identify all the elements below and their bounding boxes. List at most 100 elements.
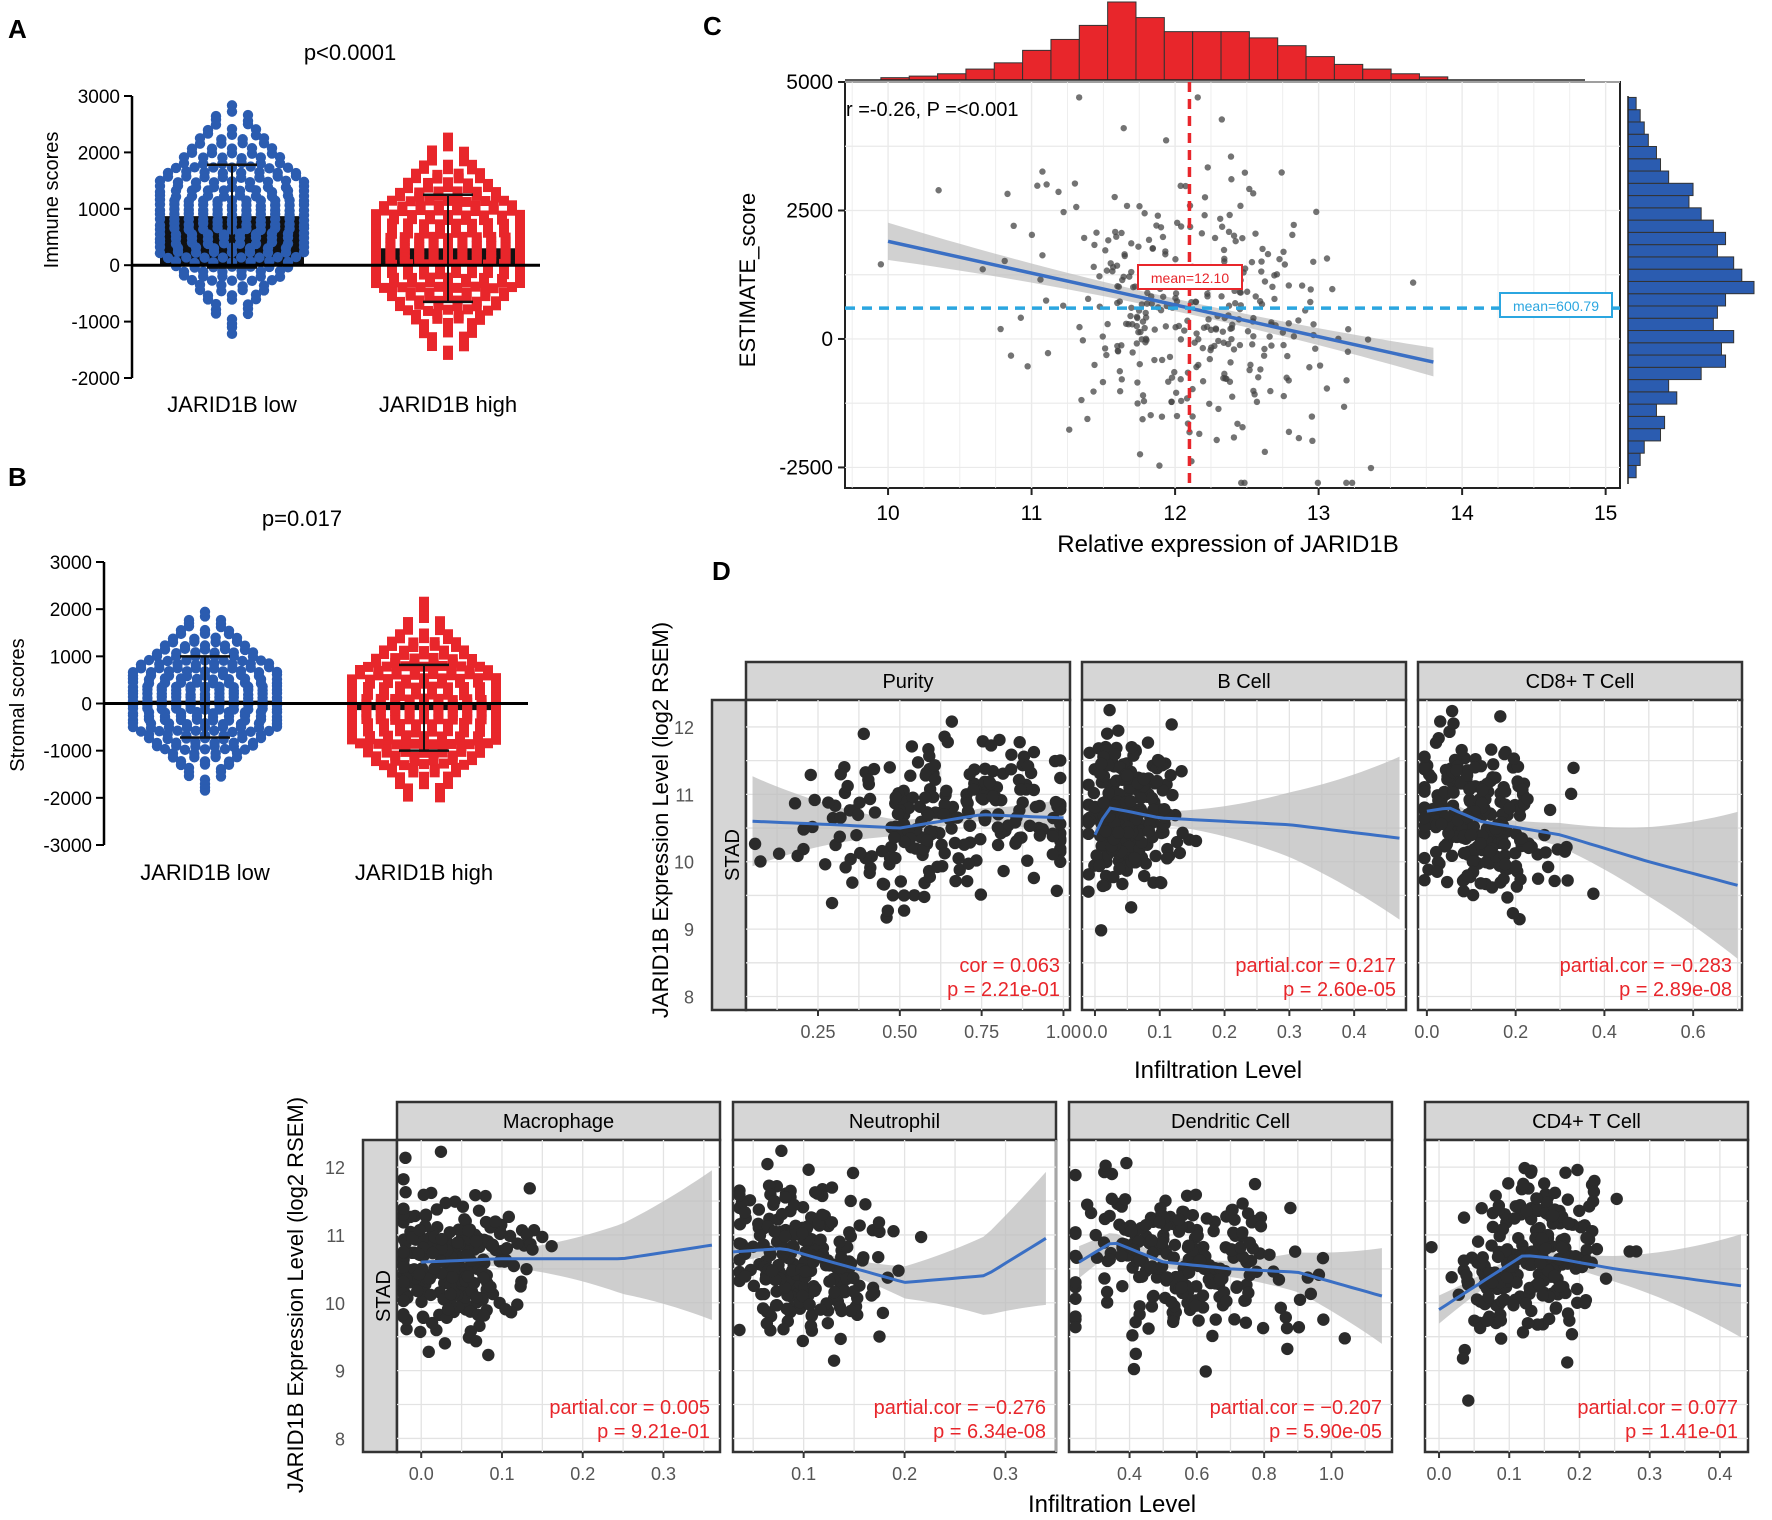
data-point bbox=[1134, 400, 1141, 407]
data-point bbox=[1158, 413, 1166, 420]
data-point bbox=[217, 666, 229, 677]
data-point bbox=[1548, 874, 1561, 888]
data-point bbox=[1100, 1296, 1114, 1309]
data-point bbox=[246, 143, 258, 154]
data-point bbox=[347, 674, 357, 685]
data-point bbox=[1012, 773, 1026, 787]
data-point bbox=[435, 782, 445, 793]
data-point bbox=[1509, 860, 1523, 873]
data-point bbox=[1279, 1311, 1293, 1324]
data-point bbox=[245, 726, 256, 737]
data-point bbox=[1113, 233, 1120, 240]
data-point bbox=[1198, 230, 1206, 237]
data-point bbox=[1494, 1332, 1508, 1345]
data-point bbox=[1154, 212, 1162, 219]
data-point bbox=[979, 266, 986, 273]
data-point bbox=[908, 889, 921, 902]
data-point bbox=[1215, 405, 1222, 413]
data-point bbox=[400, 661, 411, 672]
data-point bbox=[428, 750, 439, 761]
data-point bbox=[244, 177, 256, 188]
data-point bbox=[433, 281, 444, 292]
data-point bbox=[920, 833, 934, 847]
top-histogram-bar bbox=[1220, 31, 1250, 81]
data-point bbox=[463, 304, 473, 315]
data-point bbox=[945, 715, 959, 728]
data-point bbox=[1438, 785, 1451, 799]
data-point bbox=[1515, 832, 1529, 845]
data-point bbox=[154, 658, 165, 670]
x-tick-label: 0.4 bbox=[1342, 1022, 1367, 1042]
data-point bbox=[1115, 1249, 1128, 1263]
data-point bbox=[1034, 182, 1041, 189]
panel-b-ylabel: Stromal scores bbox=[7, 638, 29, 771]
data-point bbox=[1310, 258, 1317, 265]
data-point bbox=[1137, 328, 1144, 336]
data-point bbox=[371, 237, 381, 248]
data-point bbox=[997, 325, 1004, 333]
data-point bbox=[897, 889, 911, 902]
data-point bbox=[451, 1236, 464, 1249]
data-point bbox=[250, 289, 262, 300]
data-point bbox=[1124, 795, 1138, 808]
x-tick-label: 0.3 bbox=[993, 1464, 1018, 1484]
data-point bbox=[825, 896, 839, 910]
data-point bbox=[1116, 368, 1124, 375]
data-point bbox=[918, 791, 932, 804]
data-point bbox=[491, 682, 501, 693]
data-point bbox=[1228, 1313, 1241, 1326]
data-point bbox=[775, 1144, 788, 1158]
trend-line bbox=[1093, 806, 1400, 840]
trend-line bbox=[421, 1243, 713, 1264]
panel-d-ylabel-bottom: JARID1B Expression Level (log2 RSEM) bbox=[283, 1097, 308, 1493]
data-point bbox=[804, 768, 817, 782]
data-point bbox=[1571, 1163, 1584, 1177]
facet-title: Neutrophil bbox=[849, 1111, 940, 1133]
data-point bbox=[1494, 1314, 1508, 1327]
data-point bbox=[443, 132, 453, 143]
data-point bbox=[1090, 263, 1097, 271]
x-tick-label: 0.1 bbox=[1147, 1022, 1172, 1042]
data-point bbox=[1069, 1226, 1082, 1239]
data-point bbox=[1565, 1328, 1579, 1341]
data-point bbox=[1280, 392, 1287, 400]
data-point bbox=[1196, 1289, 1210, 1302]
panel-d-ylabel-top: JARID1B Expression Level (log2 RSEM) bbox=[648, 622, 673, 1018]
data-point bbox=[1206, 355, 1214, 363]
data-point bbox=[1500, 1271, 1514, 1284]
data-point bbox=[464, 665, 475, 676]
data-point bbox=[472, 1204, 486, 1217]
data-point bbox=[1205, 316, 1212, 323]
data-point bbox=[175, 756, 187, 767]
data-point bbox=[1460, 769, 1474, 782]
data-point bbox=[759, 1273, 772, 1286]
data-point bbox=[1109, 268, 1116, 275]
data-point bbox=[401, 730, 411, 741]
facet-strip bbox=[395, 1100, 722, 1142]
data-point bbox=[1107, 260, 1114, 267]
data-point bbox=[1239, 423, 1246, 431]
data-point bbox=[263, 658, 275, 669]
data-point bbox=[500, 232, 511, 243]
data-point bbox=[1476, 1251, 1489, 1264]
y-tick-label: 1000 bbox=[78, 200, 120, 221]
data-point bbox=[1116, 388, 1124, 395]
data-point bbox=[1097, 796, 1110, 810]
data-point bbox=[1164, 768, 1177, 782]
data-point bbox=[1471, 1235, 1485, 1248]
data-point bbox=[1142, 1322, 1155, 1335]
data-point bbox=[1039, 252, 1046, 259]
data-point bbox=[433, 693, 444, 704]
data-point bbox=[1173, 846, 1187, 860]
data-point bbox=[1418, 760, 1431, 774]
x-tick-label: 0.6 bbox=[1184, 1464, 1209, 1484]
data-point bbox=[1096, 273, 1103, 280]
data-point bbox=[757, 1287, 771, 1301]
data-point bbox=[1127, 1362, 1141, 1376]
data-point bbox=[1189, 1299, 1202, 1312]
data-point bbox=[958, 838, 971, 851]
data-point bbox=[1111, 228, 1119, 236]
x-tick-label: 0.2 bbox=[1212, 1022, 1237, 1042]
data-point bbox=[467, 218, 477, 229]
data-point bbox=[1201, 194, 1209, 201]
